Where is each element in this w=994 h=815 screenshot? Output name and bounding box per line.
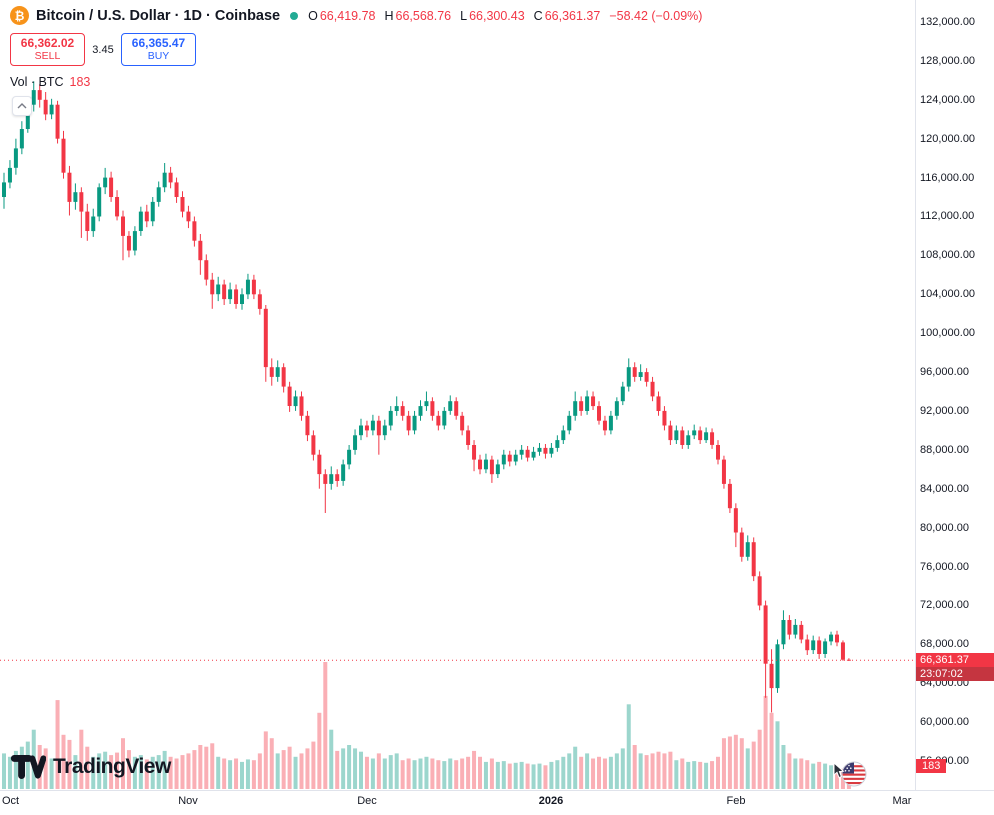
price-tick-label: 80,000.00 [920, 522, 969, 534]
close-value: 66,361.37 [544, 8, 601, 23]
price-axis-separator [915, 0, 916, 815]
low-label: L [460, 8, 468, 23]
price-tick-label: 76,000.00 [920, 561, 969, 573]
price-tick-label: 120,000.00 [920, 133, 976, 145]
time-axis-separator [0, 790, 994, 791]
tradingview-mark-icon [10, 755, 46, 779]
price-tick-label: 96,000.00 [920, 366, 969, 378]
buy-price: 66,365.47 [131, 36, 186, 50]
open-label: O [308, 8, 318, 23]
price-tick-label: 60,000.00 [920, 716, 969, 728]
close-label: C [533, 8, 543, 23]
price-axis[interactable]: 132,000.00 128,000.00 124,000.00 120,000.00… [916, 0, 994, 790]
time-tick-label: Oct [2, 795, 20, 807]
sell-label: SELL [34, 50, 61, 62]
price-tick-label: 108,000.00 [920, 249, 976, 261]
price-tick-label: 100,000.00 [920, 327, 976, 339]
last-price-value: 66,361.37 [916, 653, 994, 667]
volume-indicator-value: 183 [69, 75, 91, 89]
time-tick-label: 2026 [538, 795, 564, 807]
price-tick-label: 116,000.00 [920, 172, 975, 184]
chevron-up-icon [17, 103, 27, 109]
market-status-icon[interactable] [290, 11, 299, 20]
symbol-title[interactable]: Bitcoin / U.S. Dollar · 1D · Coinbase [36, 7, 281, 24]
price-tick-label: 92,000.00 [920, 405, 969, 417]
spread-value: 3.45 [92, 43, 114, 56]
ohlc-values: O 66,419.78 H 66,568.76 L 66,300.43 C 66,361… [308, 9, 702, 23]
mouse-cursor-icon [833, 763, 847, 779]
pane-collapse-button[interactable] [12, 96, 32, 116]
open-value: 66,419.78 [319, 8, 376, 23]
volume-axis-badge: 183 [916, 759, 947, 773]
high-value: 66,568.76 [395, 8, 452, 23]
price-tick-label: 72,000.00 [920, 599, 969, 611]
volume-layer [2, 662, 851, 789]
volume-legend: Vol · BTC 183 [10, 75, 90, 89]
buy-button[interactable]: 66,365.47 BUY [121, 33, 196, 66]
symbol-legend: ₿ Bitcoin / U.S. Dollar · 1D · Coinbase … [10, 6, 702, 25]
price-tick-label: 124,000.00 [920, 94, 976, 106]
low-value: 66,300.43 [469, 8, 525, 23]
time-axis[interactable]: Oct Nov Dec 2026 Feb Mar [0, 791, 994, 815]
tradingview-logo[interactable]: TradingView [10, 752, 171, 782]
time-tick-label: Nov [178, 795, 198, 807]
price-tick-label: 88,000.00 [920, 444, 969, 456]
time-tick-label: Feb [726, 795, 746, 807]
price-tick-label: 68,000.00 [920, 638, 969, 650]
trade-widget: 66,362.02 SELL 3.45 66,365.47 BUY [10, 33, 196, 66]
last-price-badge: 66,361.37 23:07:02 [916, 653, 994, 681]
price-tick-label: 112,000.00 [920, 210, 975, 222]
tradingview-wordmark: TradingView [53, 755, 171, 778]
time-tick-label: Mar [892, 795, 912, 807]
price-tick-label: 128,000.00 [920, 55, 976, 67]
change-value: −58.42 (−0.09%) [609, 8, 703, 23]
us-flag-event-icon[interactable] [841, 761, 867, 787]
buy-label: BUY [147, 50, 170, 62]
price-tick-label: 132,000.00 [920, 16, 976, 28]
sell-price: 66,362.02 [20, 36, 75, 50]
sell-button[interactable]: 66,362.02 SELL [10, 33, 85, 66]
price-tick-label: 104,000.00 [920, 288, 976, 300]
candles-layer [2, 81, 851, 713]
bar-countdown: 23:07:02 [916, 667, 994, 681]
bitcoin-icon: ₿ [10, 6, 29, 25]
price-tick-label: 84,000.00 [920, 483, 969, 495]
time-tick-label: Dec [357, 795, 377, 807]
high-label: H [384, 8, 394, 23]
volume-indicator-label[interactable]: Vol · BTC [10, 75, 64, 89]
